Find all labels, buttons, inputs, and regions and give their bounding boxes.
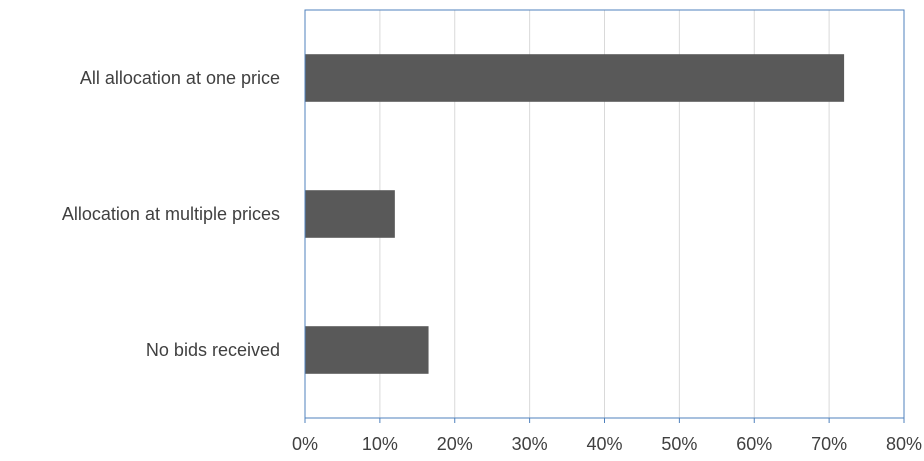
category-labels: All allocation at one price Allocation at…: [62, 68, 280, 360]
bar-1: [305, 54, 845, 102]
bars: [305, 54, 845, 374]
category-label-3: No bids received: [146, 340, 280, 360]
x-tick-label-80: 80%: [886, 434, 922, 454]
x-tick-label-0: 0%: [292, 434, 318, 454]
bar-3: [305, 326, 429, 374]
x-tick-label-50: 50%: [661, 434, 697, 454]
x-tick-label-30: 30%: [512, 434, 548, 454]
axes: [304, 9, 905, 423]
x-tick-label-20: 20%: [437, 434, 473, 454]
category-label-2: Allocation at multiple prices: [62, 204, 280, 224]
x-tick-label-10: 10%: [362, 434, 398, 454]
x-tick-label-40: 40%: [586, 434, 622, 454]
tick-labels: 0% 10% 20% 30% 40% 50% 60% 70% 80%: [292, 434, 922, 454]
category-label-1: All allocation at one price: [80, 68, 280, 88]
x-tick-label-60: 60%: [736, 434, 772, 454]
bar-2: [305, 190, 395, 238]
x-tick-label-70: 70%: [811, 434, 847, 454]
